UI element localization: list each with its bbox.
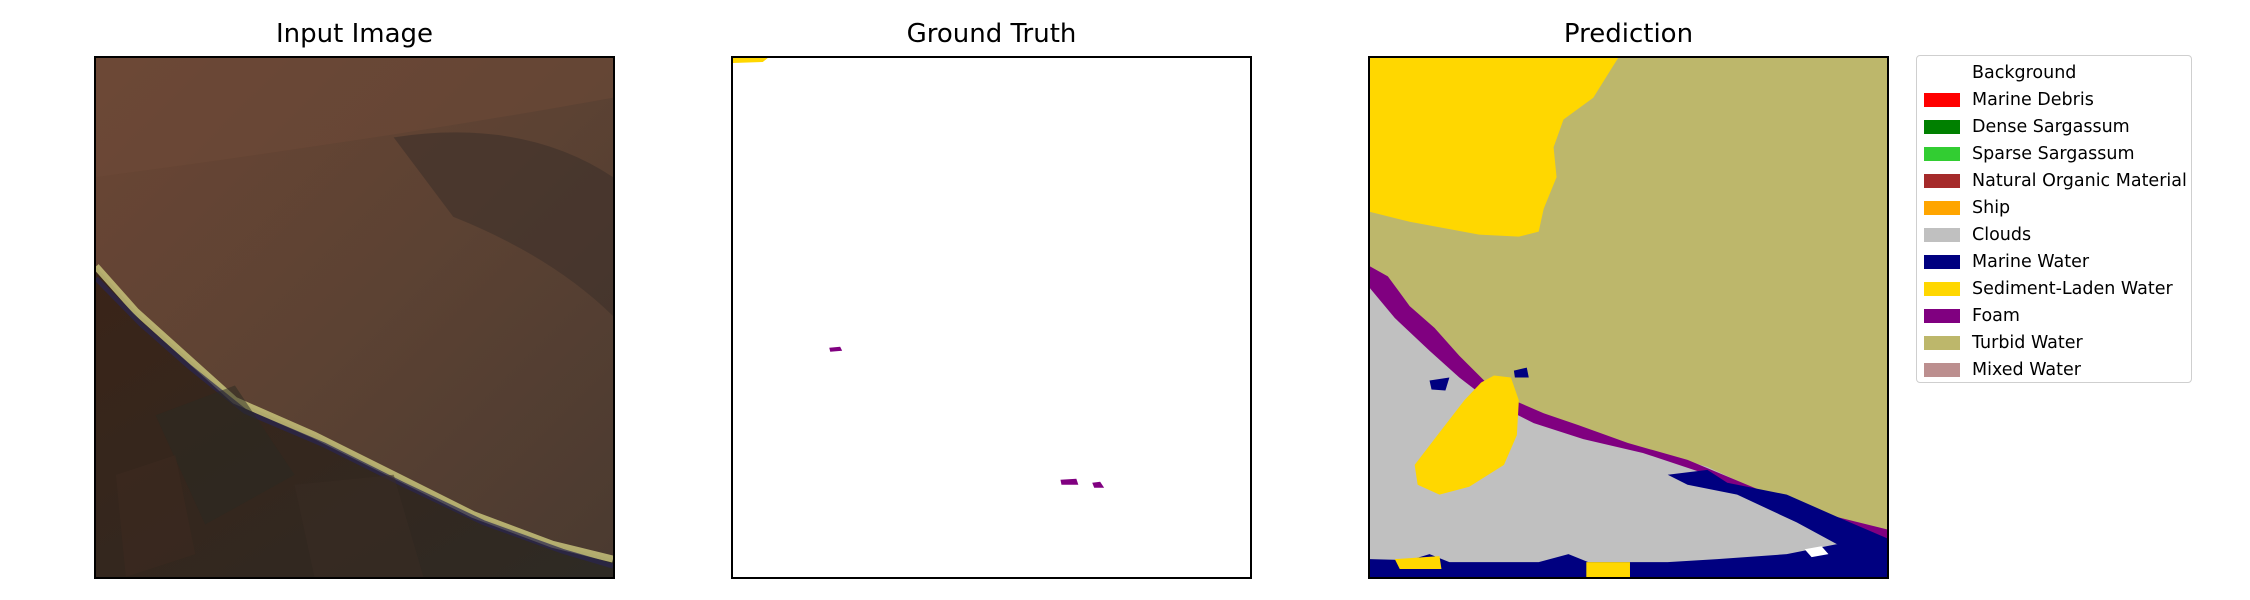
prediction-title: Prediction: [1563, 19, 1694, 49]
legend-swatch: [1924, 363, 1960, 377]
legend-label: Clouds: [1972, 225, 2032, 245]
legend-swatch: [1924, 174, 1960, 188]
prediction-mask: [1370, 58, 1887, 577]
legend-item: Sparse Sargassum: [1917, 141, 2191, 168]
legend-label: Natural Organic Material: [1972, 171, 2187, 191]
legend-label: Mixed Water: [1972, 360, 2081, 380]
legend-item: Marine Water: [1917, 249, 2191, 276]
legend-label: Ship: [1972, 198, 2011, 218]
legend-swatch: [1924, 201, 1960, 215]
input-image-panel: [94, 56, 615, 579]
ground-truth-title: Ground Truth: [906, 19, 1077, 49]
legend-label: Marine Debris: [1972, 90, 2094, 110]
satellite-image: [96, 58, 613, 577]
input-image-title: Input Image: [275, 19, 433, 49]
ground-truth-mask: [733, 58, 1105, 488]
legend-swatch: [1924, 147, 1960, 161]
legend-label: Sparse Sargassum: [1972, 144, 2135, 164]
legend-label: Background: [1972, 63, 2077, 83]
legend-item: Clouds: [1917, 222, 2191, 249]
legend-swatch: [1924, 309, 1960, 323]
legend-item: Sediment-Laden Water: [1917, 276, 2191, 303]
legend-swatch: [1924, 228, 1960, 242]
legend-label: Turbid Water: [1972, 333, 2083, 353]
legend-item: Turbid Water: [1917, 330, 2191, 357]
legend-item: Dense Sargassum: [1917, 114, 2191, 141]
legend-label: Dense Sargassum: [1972, 117, 2130, 137]
ground-truth-panel: [731, 56, 1252, 579]
legend-item: Ship: [1917, 195, 2191, 222]
legend-swatch: [1924, 282, 1960, 296]
prediction-panel: [1368, 56, 1889, 579]
legend-label: Sediment-Laden Water: [1972, 279, 2173, 299]
legend-swatch: [1924, 255, 1960, 269]
legend-item: Marine Debris: [1917, 87, 2191, 114]
legend-swatch: [1924, 93, 1960, 107]
legend: Background Marine Debris Dense Sargassum Sp…: [1916, 55, 2192, 383]
legend-label: Marine Water: [1972, 252, 2090, 272]
legend-swatch: [1924, 120, 1960, 134]
legend-item: Foam: [1917, 303, 2191, 330]
legend-label: Foam: [1972, 306, 2020, 326]
legend-swatch: [1924, 336, 1960, 350]
legend-item: Background: [1917, 60, 2191, 87]
legend-swatch: [1924, 66, 1960, 80]
legend-item: Mixed Water: [1917, 357, 2191, 384]
legend-item: Natural Organic Material: [1917, 168, 2191, 195]
